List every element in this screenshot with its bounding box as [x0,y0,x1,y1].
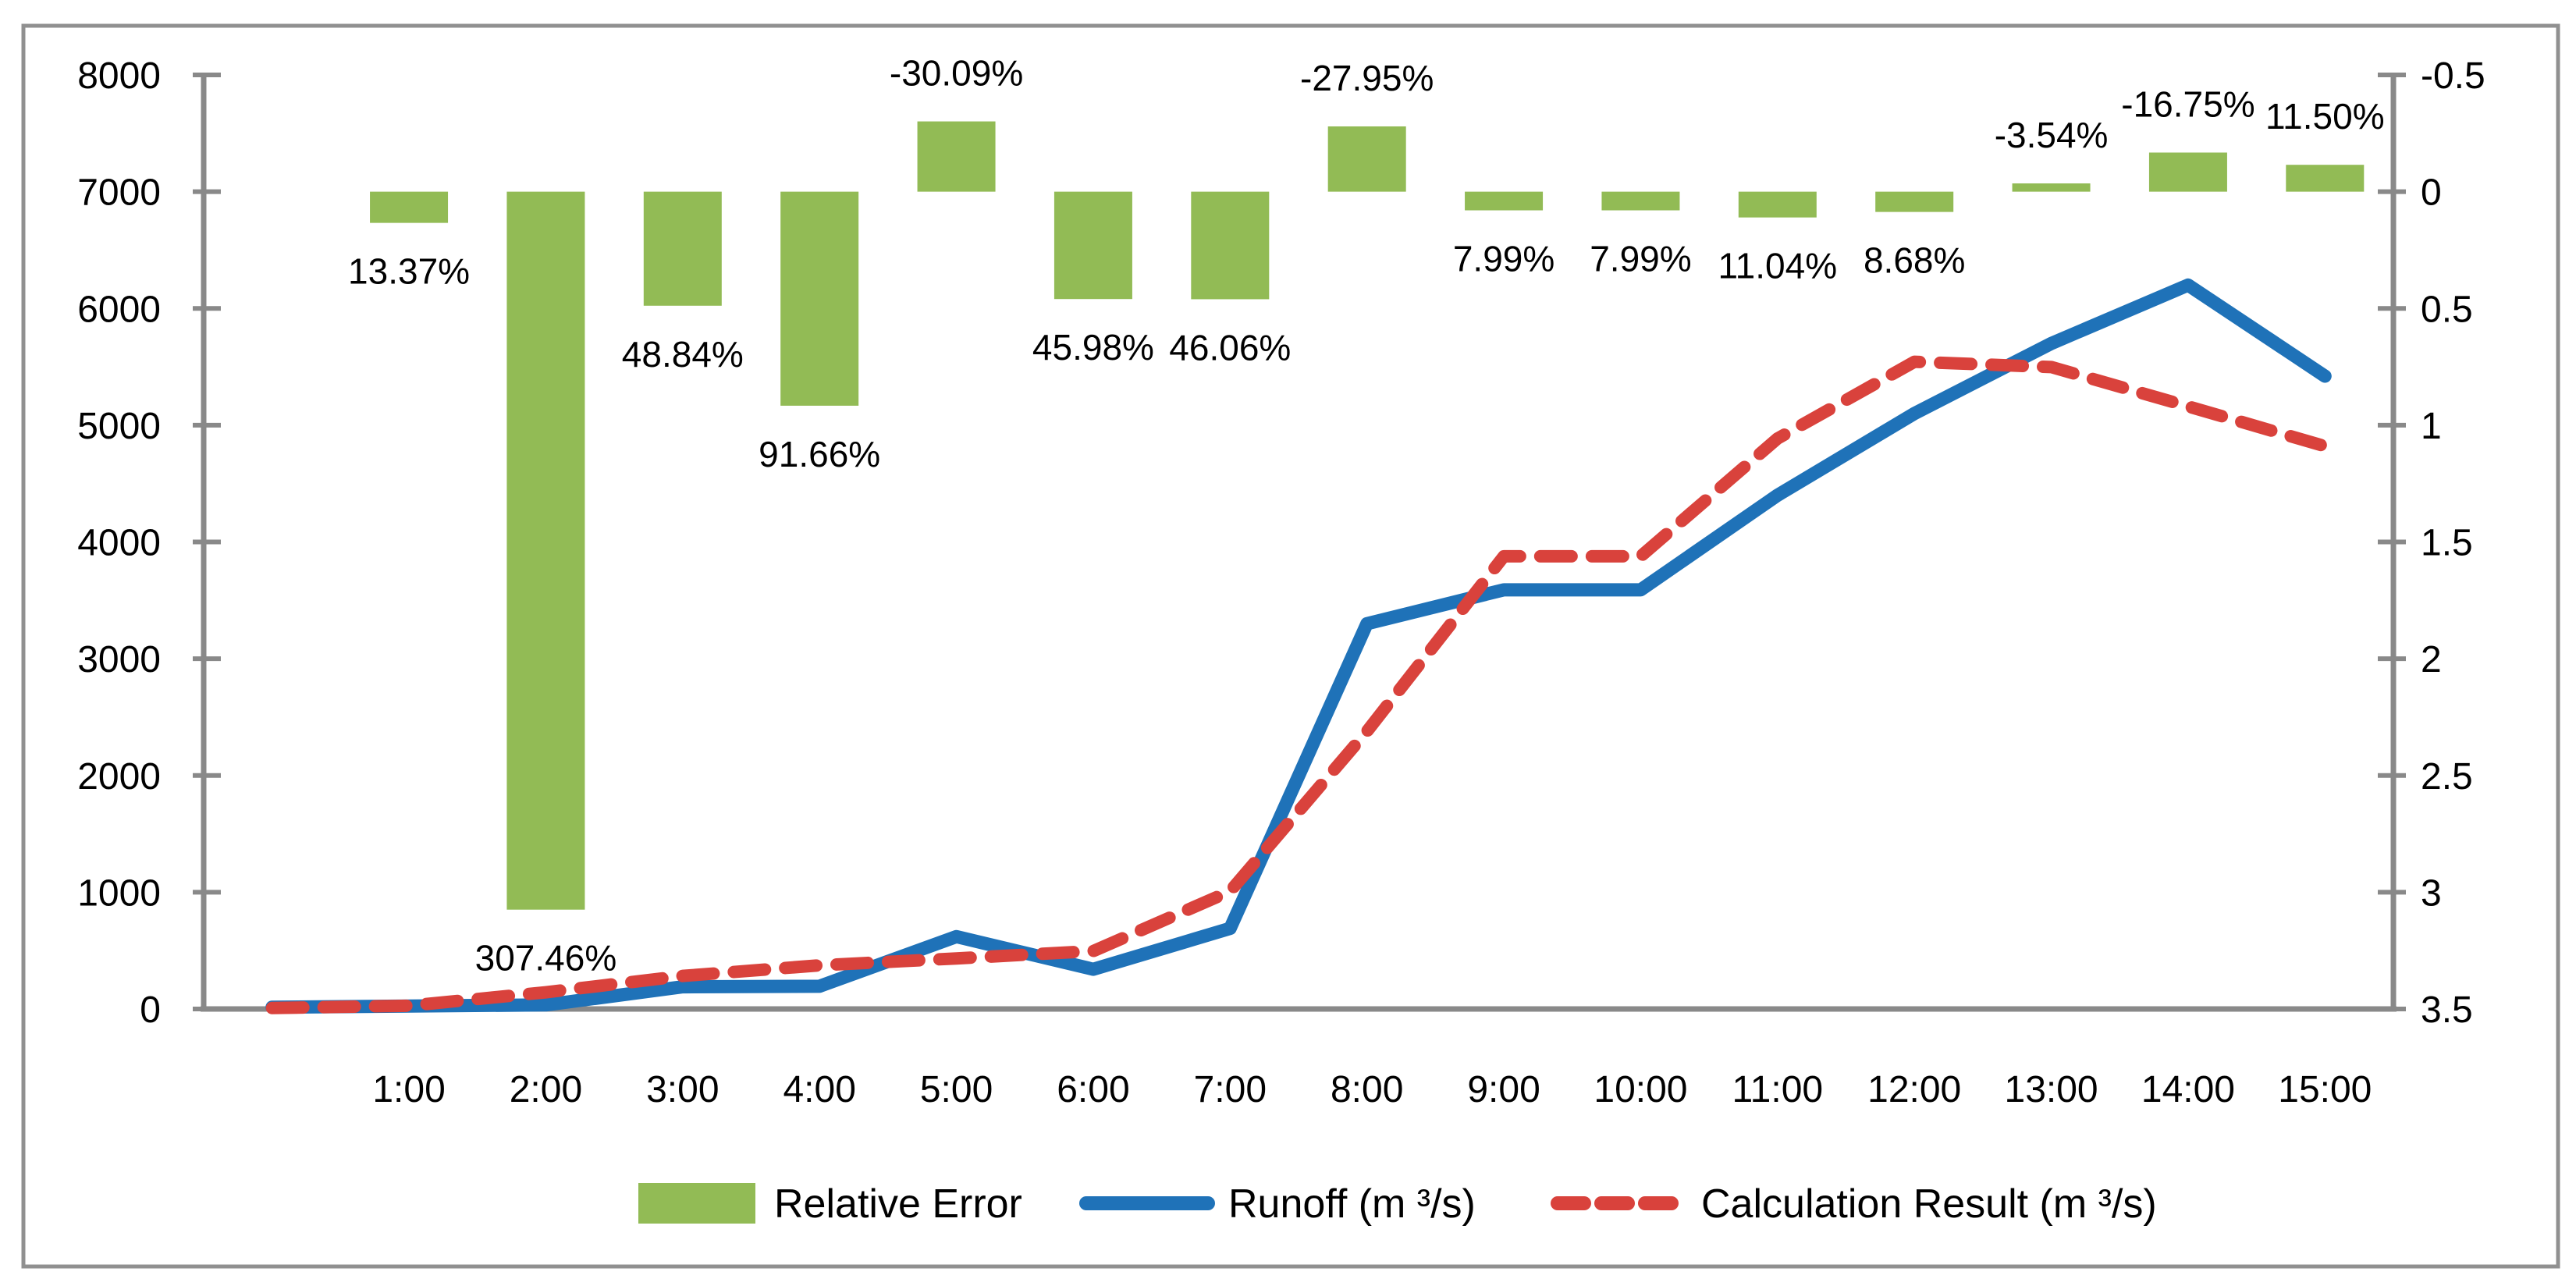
x-axis-category-label: 12:00 [1867,1069,1961,1110]
x-axis-category-label: 2:00 [510,1069,582,1110]
x-axis-labels: 1:00 2:00 3:00 4:00 5:00 6:00 7:00 8:00 9:00 10:0… [372,1069,2372,1110]
legend: Relative Error Runoff (m ³/s) Calculatio… [638,1181,2157,1227]
relative-error-bar [1465,191,1544,211]
bar-series-relative-error [370,121,2365,910]
relative-error-bar [2148,152,2227,192]
right-axis-tick-label: -0.5 [2421,55,2485,97]
relative-error-data-label: 307.46% [475,938,617,979]
relative-error-bar [1191,191,1270,300]
right-axis-tick-label: 3.5 [2421,989,2473,1031]
legend-label-relative-error: Relative Error [774,1181,1022,1227]
x-axis-category-label: 5:00 [920,1069,993,1110]
relative-error-bar [1875,191,1954,212]
calculation-result-line [265,355,2332,1014]
relative-error-bar [2012,183,2091,192]
legend-swatch-relative-error [638,1183,755,1224]
relative-error-data-label: -30.09% [890,53,1023,94]
right-axis-ticks [2378,73,2406,1011]
right-axis-tick-label: 0.5 [2421,289,2473,330]
left-axis-tick-label: 0 [140,989,161,1031]
x-axis-category-label: 8:00 [1331,1069,1403,1110]
bar-data-labels: 13.37% 307.46% 48.84% 91.66% -30.09% 45.98% 46… [348,53,2385,979]
relative-error-data-label: 13.37% [348,251,470,292]
right-axis-tick-label: 0 [2421,172,2442,214]
left-axis-tick-label: 5000 [77,406,161,447]
x-axis-category-label: 10:00 [1594,1069,1687,1110]
right-axis-tick-label: 1.5 [2421,523,2473,564]
left-axis-labels: 8000 7000 6000 5000 4000 3000 2000 1000 0 [77,55,161,1031]
relative-error-data-label: 45.98% [1032,327,1154,368]
x-axis-category-label: 4:00 [783,1069,855,1110]
legend-label-calculation-result: Calculation Result (m ³/s) [1701,1181,2157,1227]
x-axis-category-label: 11:00 [1732,1069,1824,1110]
relative-error-bar [506,191,585,910]
relative-error-data-label: 11.04% [1718,246,1838,286]
left-axis-tick-label: 1000 [77,872,161,914]
left-axis-tick-label: 8000 [77,55,161,97]
relative-error-bar [2286,165,2365,192]
right-axis-tick-label: 2 [2421,639,2442,680]
left-axis-tick-label: 4000 [77,523,161,564]
relative-error-data-label: 7.99% [1453,239,1554,279]
relative-error-data-label: 91.66% [759,434,880,474]
relative-error-bar [1738,191,1817,218]
right-axis-tick-label: 2.5 [2421,756,2473,798]
line-series [265,278,2332,1014]
left-axis-tick-label: 7000 [77,172,161,214]
relative-error-data-label: -16.75% [2121,84,2254,125]
relative-error-bar [917,121,996,192]
relative-error-data-label: 7.99% [1590,239,1691,279]
relative-error-bar [1327,126,1406,192]
relative-error-data-label: -27.95% [1300,58,1434,98]
relative-error-bar [780,191,859,406]
x-axis-category-label: 13:00 [2005,1069,2098,1110]
left-axis-tick-label: 3000 [77,639,161,680]
left-axis-tick-label: 2000 [77,756,161,798]
left-axis-tick-label: 6000 [77,289,161,330]
runoff-line [265,278,2332,1014]
x-axis-category-label: 6:00 [1057,1069,1129,1110]
relative-error-data-label: 48.84% [622,334,744,375]
x-axis-category-label: 3:00 [646,1069,719,1110]
chart-border [21,23,2560,1269]
relative-error-data-label: -3.54% [1995,115,2109,155]
relative-error-data-label: 8.68% [1864,240,1965,281]
x-axis-category-label: 9:00 [1467,1069,1540,1110]
right-axis-tick-label: 3 [2421,872,2442,914]
relative-error-bar [643,191,722,306]
x-axis-category-label: 15:00 [2278,1069,2372,1110]
left-axis-ticks [193,73,221,1011]
legend-label-runoff: Runoff (m ³/s) [1228,1181,1476,1227]
x-axis-category-label: 14:00 [2141,1069,2235,1110]
relative-error-data-label: 46.06% [1169,327,1291,368]
relative-error-data-label: 11.50% [2265,96,2385,137]
relative-error-bar [370,191,449,223]
right-axis-labels: -0.5 0 0.5 1 1.5 2 2.5 3 3.5 [2421,55,2485,1031]
relative-error-bar [1601,191,1680,211]
x-axis-category-label: 7:00 [1194,1069,1267,1110]
right-axis-tick-label: 1 [2421,406,2442,447]
x-axis-category-label: 1:00 [372,1069,445,1110]
relative-error-bar [1053,191,1132,300]
